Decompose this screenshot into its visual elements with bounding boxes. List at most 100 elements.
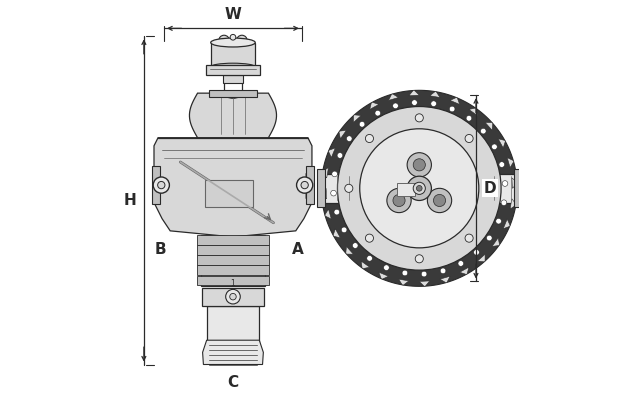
Circle shape	[458, 261, 464, 266]
Circle shape	[492, 144, 497, 149]
Bar	[319, 174, 355, 202]
Polygon shape	[322, 168, 329, 178]
Polygon shape	[485, 122, 493, 130]
Polygon shape	[325, 209, 331, 219]
Bar	[205, 180, 253, 207]
Circle shape	[449, 106, 455, 112]
Polygon shape	[346, 246, 353, 254]
Circle shape	[331, 190, 336, 196]
Polygon shape	[399, 279, 409, 285]
Polygon shape	[389, 94, 399, 100]
Circle shape	[402, 270, 408, 276]
Polygon shape	[477, 254, 485, 262]
Circle shape	[353, 243, 358, 248]
Text: H: H	[123, 193, 136, 208]
Circle shape	[337, 153, 343, 158]
Polygon shape	[154, 138, 312, 237]
Circle shape	[415, 114, 423, 122]
Bar	[197, 245, 269, 255]
Bar	[469, 174, 520, 202]
Circle shape	[341, 227, 347, 233]
Circle shape	[230, 293, 236, 300]
Ellipse shape	[210, 63, 255, 70]
Polygon shape	[469, 108, 477, 115]
Bar	[223, 75, 243, 83]
Circle shape	[486, 184, 494, 192]
Circle shape	[415, 255, 423, 263]
Circle shape	[367, 256, 372, 261]
Circle shape	[502, 181, 508, 186]
Polygon shape	[339, 130, 346, 139]
Circle shape	[465, 234, 473, 242]
Circle shape	[480, 128, 486, 134]
Circle shape	[413, 182, 425, 194]
Text: D: D	[484, 181, 497, 196]
Circle shape	[365, 134, 374, 143]
Polygon shape	[503, 219, 510, 229]
Polygon shape	[203, 340, 264, 364]
Circle shape	[332, 171, 337, 177]
Bar	[514, 169, 521, 207]
Polygon shape	[512, 178, 517, 188]
Text: 1: 1	[231, 279, 235, 288]
Circle shape	[466, 115, 472, 121]
Circle shape	[501, 200, 507, 206]
Polygon shape	[370, 102, 379, 109]
Bar	[152, 166, 160, 204]
Circle shape	[157, 181, 165, 189]
Bar	[197, 275, 269, 285]
Polygon shape	[379, 272, 389, 279]
Circle shape	[393, 194, 405, 207]
Circle shape	[407, 176, 432, 200]
Polygon shape	[498, 139, 506, 148]
Bar	[202, 288, 264, 306]
Polygon shape	[459, 267, 469, 275]
Circle shape	[375, 110, 380, 116]
Ellipse shape	[210, 38, 255, 47]
Circle shape	[487, 235, 492, 241]
Bar	[210, 43, 255, 67]
Circle shape	[365, 234, 374, 242]
Polygon shape	[430, 92, 440, 98]
Bar	[317, 169, 324, 207]
Polygon shape	[190, 93, 276, 138]
Polygon shape	[419, 281, 430, 286]
Bar	[197, 235, 269, 245]
Polygon shape	[492, 238, 499, 246]
Bar	[207, 306, 259, 344]
Circle shape	[431, 101, 437, 107]
Circle shape	[301, 181, 308, 189]
Circle shape	[387, 188, 411, 213]
Circle shape	[441, 268, 446, 274]
Polygon shape	[440, 276, 450, 283]
Bar	[397, 183, 415, 196]
Polygon shape	[450, 98, 459, 104]
Circle shape	[360, 129, 479, 248]
Bar	[205, 65, 260, 75]
Bar	[154, 171, 161, 200]
Bar	[200, 235, 265, 286]
Bar	[306, 166, 314, 204]
Circle shape	[407, 153, 432, 177]
Polygon shape	[322, 188, 327, 199]
Text: W: W	[224, 6, 241, 22]
Polygon shape	[321, 90, 517, 286]
Bar	[209, 90, 257, 97]
Polygon shape	[333, 229, 341, 238]
Text: C: C	[228, 375, 238, 390]
Text: A: A	[292, 241, 303, 257]
Circle shape	[427, 188, 452, 213]
Circle shape	[434, 194, 446, 207]
Circle shape	[359, 122, 365, 127]
Circle shape	[226, 290, 240, 304]
Text: B: B	[154, 241, 166, 257]
Circle shape	[422, 271, 427, 277]
Polygon shape	[362, 261, 370, 269]
Circle shape	[411, 100, 417, 105]
Polygon shape	[353, 115, 362, 122]
Circle shape	[334, 209, 339, 215]
Bar	[197, 256, 269, 265]
Circle shape	[392, 103, 398, 109]
Circle shape	[495, 218, 501, 224]
Circle shape	[219, 35, 229, 46]
